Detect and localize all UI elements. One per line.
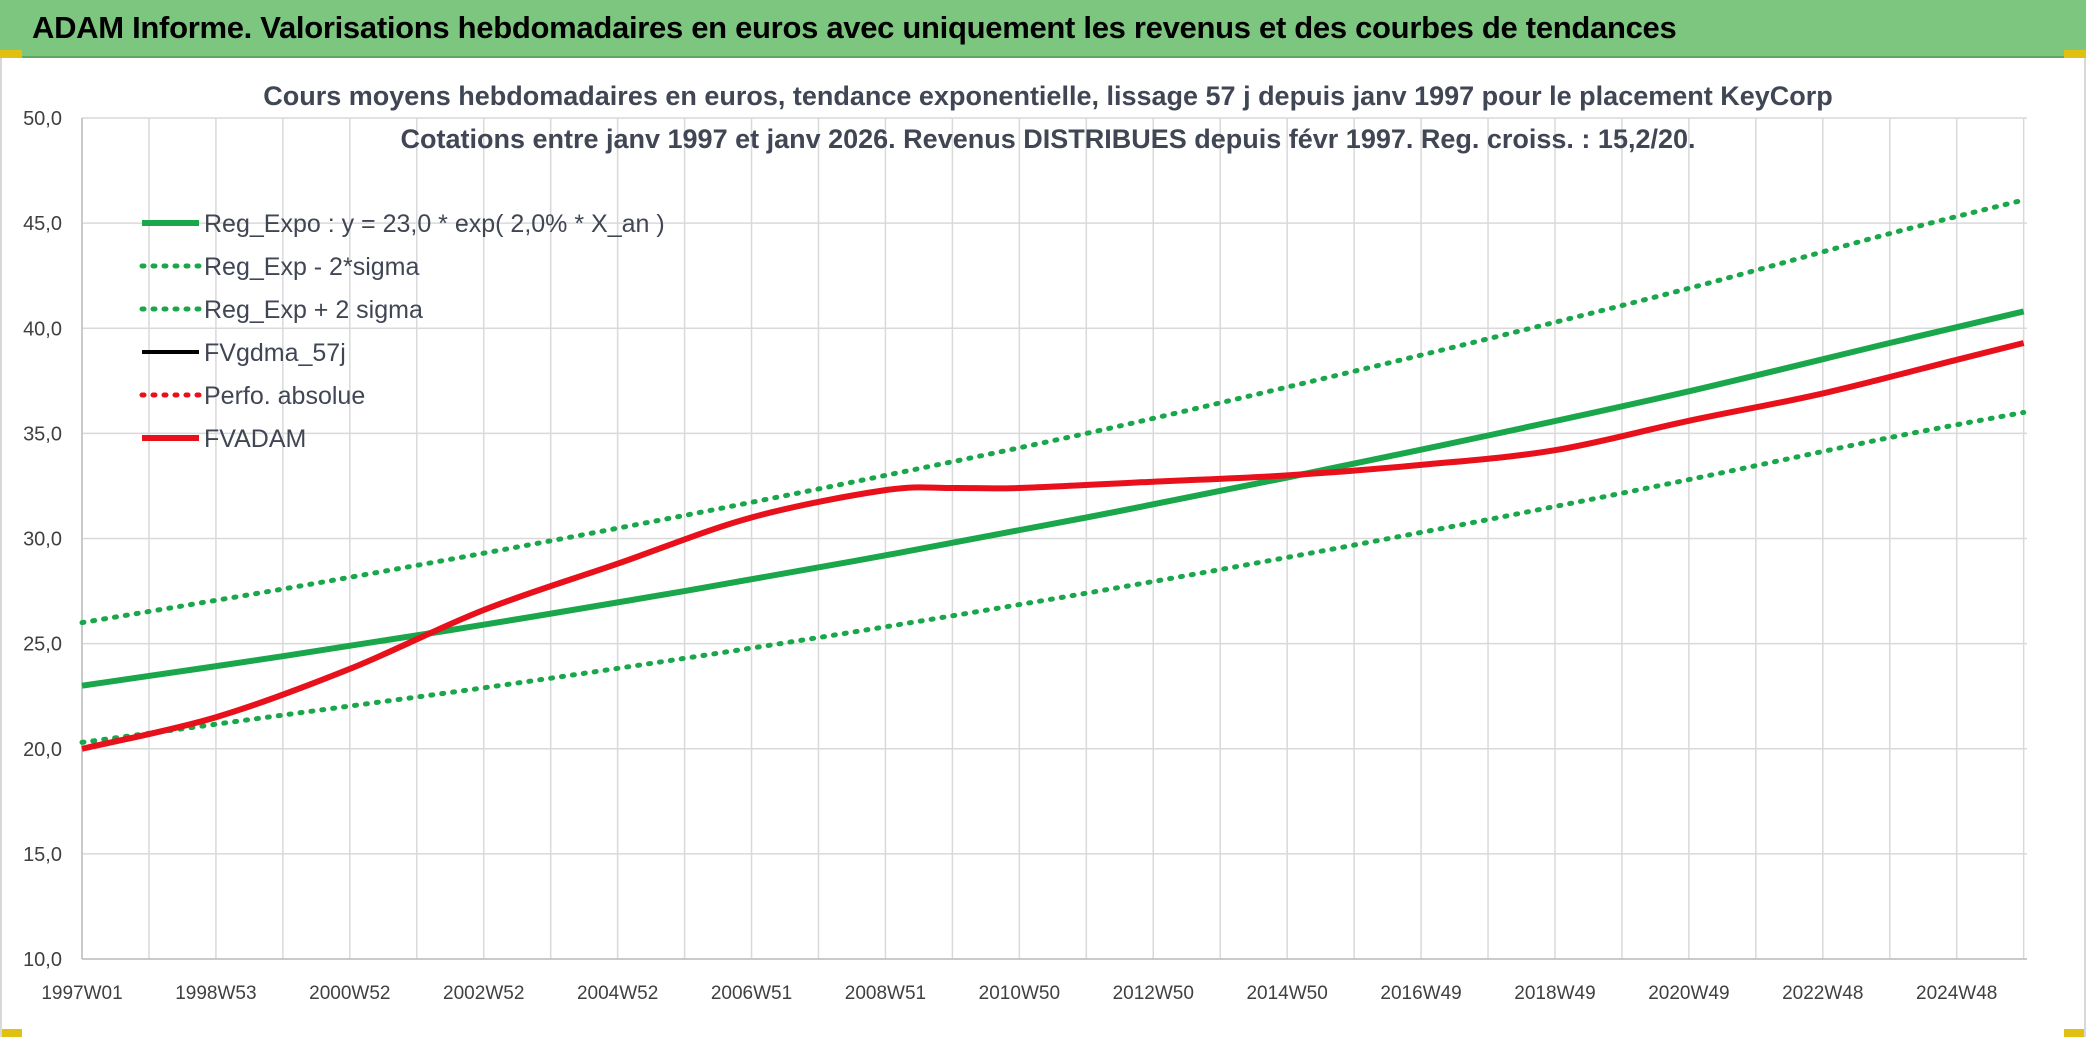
line-chart: 10,0 15,0 20,0 25,0 30,0 35,0 40,0 45,0 50,0 1997…	[23, 81, 2027, 1004]
chart-title: Cours moyens hebdomadaires en euros, ten…	[263, 81, 1833, 111]
x-tick-label: 2020W49	[1648, 983, 1729, 1004]
chart-frame: 10,0 15,0 20,0 25,0 30,0 35,0 40,0 45,0 50,0 1997…	[0, 58, 2086, 1037]
corner-marker-bottom-right	[2064, 1029, 2086, 1037]
y-tick-label: 50,0	[23, 108, 62, 130]
series-reg-expo	[81, 308, 2025, 689]
x-tick-label: 1998W53	[175, 983, 256, 1004]
series-fvadam	[81, 340, 2025, 752]
report-title: ADAM Informe. Valorisations hebdomadaire…	[32, 10, 1677, 45]
x-tick-label: 2000W52	[309, 983, 390, 1004]
y-tick-label: 45,0	[23, 213, 62, 235]
corner-marker-top-right	[2064, 50, 2086, 58]
series-lines	[79, 197, 2027, 752]
y-tick-label: 40,0	[23, 318, 62, 340]
x-tick-label: 2010W50	[979, 983, 1060, 1004]
legend-label: Reg_Exp + 2 sigma	[204, 296, 423, 324]
legend-label: Perfo. absolue	[204, 382, 365, 410]
legend-label: FVADAM	[204, 425, 306, 453]
chart-subtitle: Cotations entre janv 1997 et janv 2026. …	[400, 124, 1695, 154]
corner-marker-top-left	[0, 50, 22, 58]
corner-marker-bottom-left	[0, 1029, 22, 1037]
x-tick-label: 2024W48	[1916, 983, 1997, 1004]
x-tick-label: 2006W51	[711, 983, 792, 1004]
series-reg-exp-plus-2sigma	[79, 197, 2027, 626]
y-tick-label: 10,0	[23, 949, 62, 971]
x-tick-label: 2002W52	[443, 983, 524, 1004]
x-tick-label: 2014W50	[1246, 983, 1327, 1004]
y-tick-label: 30,0	[23, 529, 62, 551]
legend-label: Reg_Exp - 2*sigma	[204, 253, 419, 281]
x-tick-label: 2004W52	[577, 983, 658, 1004]
y-tick-label: 35,0	[23, 423, 62, 445]
report-banner: ADAM Informe. Valorisations hebdomadaire…	[0, 0, 2086, 58]
y-tick-label: 20,0	[23, 739, 62, 761]
x-tick-label: 2022W48	[1782, 983, 1863, 1004]
x-tick-label: 2018W49	[1514, 983, 1595, 1004]
tick-labels: 10,0 15,0 20,0 25,0 30,0 35,0 40,0 45,0 50,0 1997…	[23, 108, 1997, 1004]
y-tick-label: 25,0	[23, 634, 62, 656]
axes	[81, 118, 2027, 960]
legend: Reg_Expo : y = 23,0 * exp( 2,0% * X_an )…	[139, 210, 665, 453]
legend-label: Reg_Expo : y = 23,0 * exp( 2,0% * X_an )	[204, 210, 665, 238]
series-reg-exp-minus-2sigma	[79, 409, 2027, 745]
y-tick-label: 15,0	[23, 844, 62, 866]
x-tick-label: 2008W51	[845, 983, 926, 1004]
legend-label: FVgdma_57j	[204, 339, 346, 367]
grid	[81, 117, 2027, 960]
x-tick-label: 1997W01	[41, 983, 122, 1004]
x-tick-label: 2012W50	[1113, 983, 1194, 1004]
x-tick-label: 2016W49	[1380, 983, 1461, 1004]
